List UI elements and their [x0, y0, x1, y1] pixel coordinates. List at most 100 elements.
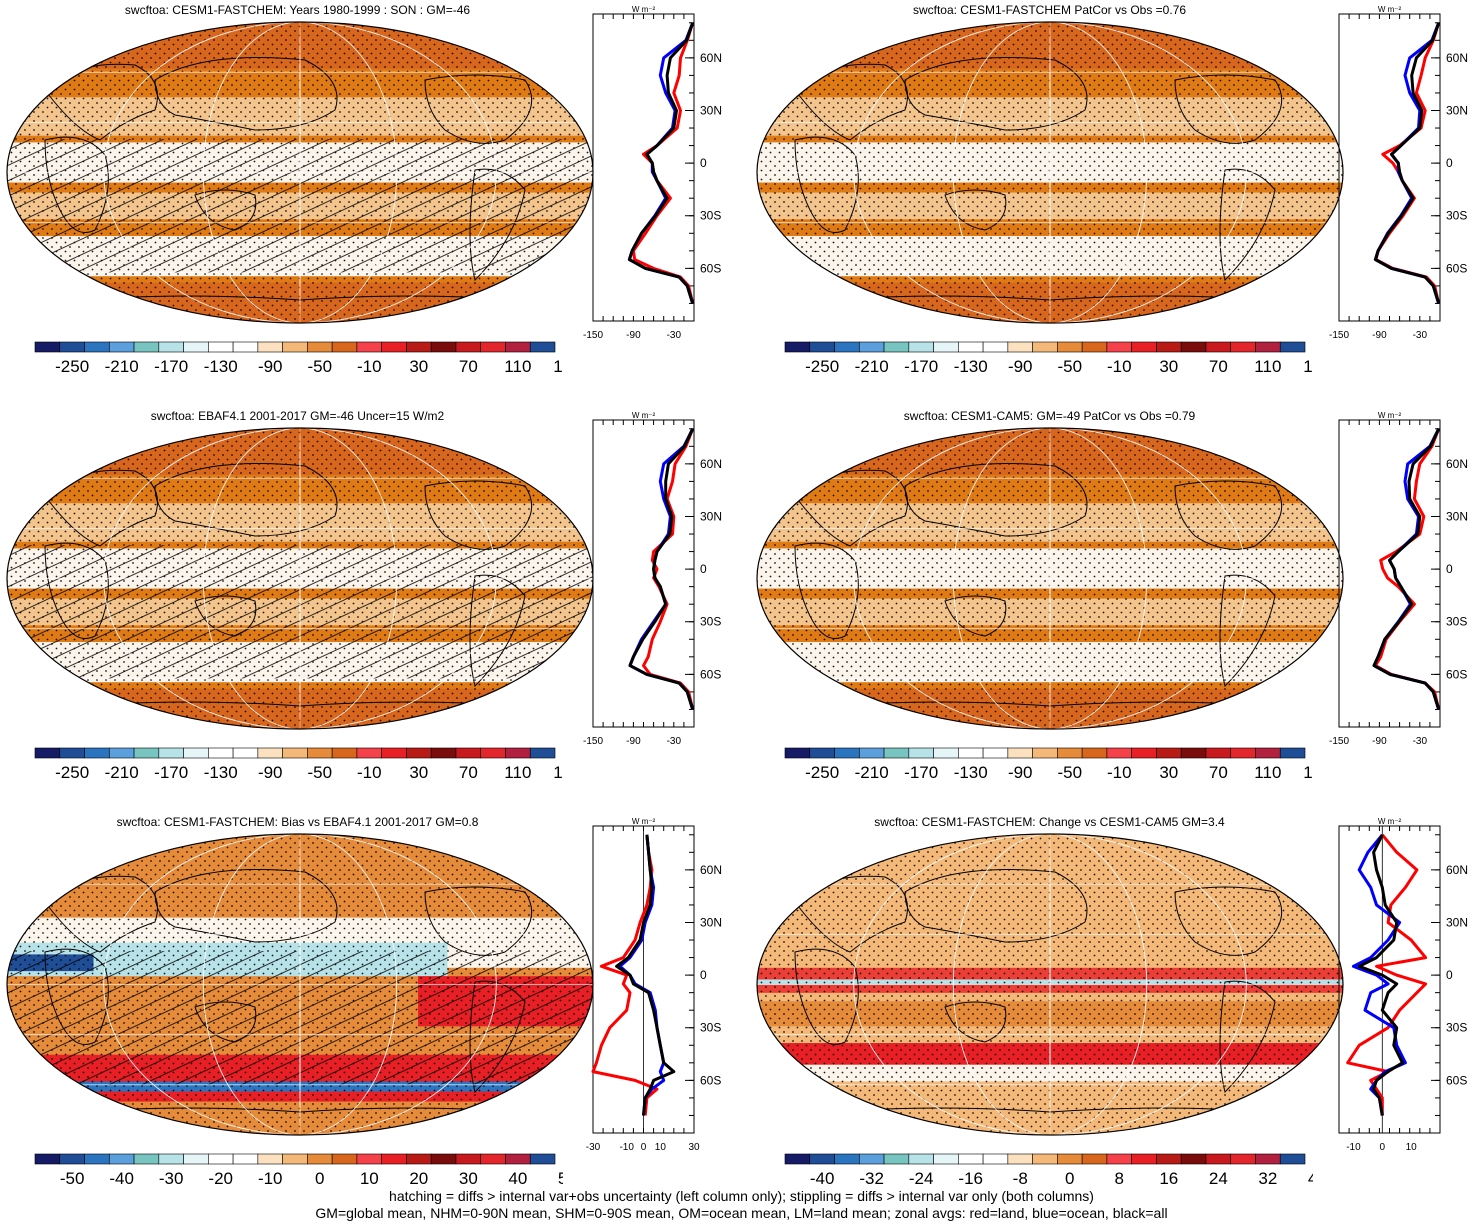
colorbar-label: 40 [1308, 1169, 1313, 1188]
colorbar-swatch [1205, 747, 1232, 759]
colorbar-swatch [809, 341, 835, 353]
zonal-lat-label: 30S [700, 1021, 721, 1035]
panel-5-map [6, 833, 594, 1136]
colorbar-label: 10 [360, 1169, 379, 1188]
panel-3: swcftoa: EBAF4.1 2001-2017 GM=-46 Uncer=… [0, 406, 740, 796]
panel-3-title: swcftoa: EBAF4.1 2001-2017 GM=-46 Uncer=… [150, 409, 445, 423]
panel-6-zonal-plot: W m⁻² -10 0 10 60N 30N 0 30S 60S [1338, 817, 1468, 1153]
panel-2: swcftoa: CESM1-FASTCHEM PatCor vs Obs =0… [742, 0, 1483, 390]
colorbar-swatch [1279, 747, 1306, 759]
panel-3-zonal-plot: W m⁻² -150 -90 -30 60N 30N 0 30S 60S [583, 411, 722, 747]
colorbar-swatch [505, 1153, 531, 1165]
colorbar-swatch [307, 747, 333, 759]
colorbar-swatch [84, 1153, 110, 1165]
zonal-lat-label: 0 [700, 968, 707, 982]
panel-1-zonal-plot: W m⁻² -150 -90 -30 60N 30N 0 30S 60S [583, 5, 722, 341]
colorbar-swatch [84, 747, 110, 759]
colorbar-swatch [982, 1153, 1009, 1165]
colorbar-swatch [455, 1153, 482, 1165]
colorbar-swatch [1205, 1153, 1232, 1165]
panel-4-map [756, 427, 1344, 730]
colorbar-swatch [257, 1153, 283, 1165]
colorbar-label: 16 [1159, 1169, 1178, 1188]
zonal-lat-label: 0 [1446, 156, 1453, 170]
colorbar-swatch [84, 341, 110, 353]
zonal-lat-label: 30N [700, 915, 722, 929]
colorbar-label: 8 [1115, 1169, 1124, 1188]
colorbar-swatch [1032, 747, 1058, 759]
colorbar-label: -10 [357, 357, 382, 376]
colorbar-swatch [1230, 1153, 1256, 1165]
colorbar-swatch [381, 747, 407, 759]
colorbar-label: -250 [805, 357, 839, 376]
colorbar-swatch [108, 341, 135, 353]
zonal-series-all [1357, 834, 1404, 1116]
colorbar-swatch [133, 1153, 160, 1165]
colorbar-swatch [1279, 341, 1306, 353]
zonal-unit-label: W m⁻² [632, 817, 656, 826]
zonal-frame [1338, 419, 1441, 728]
colorbar-swatch [59, 341, 85, 353]
colorbar-swatch [1007, 1153, 1033, 1165]
colorbar-label: -250 [55, 763, 89, 782]
colorbar-swatch [1106, 1153, 1132, 1165]
colorbar-swatch [1081, 341, 1108, 353]
zonal-lat-label: 30S [1446, 615, 1467, 629]
colorbar-swatch [1230, 747, 1256, 759]
colorbar-label: -130 [204, 357, 238, 376]
zonal-x-tick-label: 0 [641, 1142, 647, 1153]
zonal-lat-label: 60S [700, 1073, 721, 1087]
colorbar-label: 110 [504, 357, 531, 376]
colorbar-label: 0 [1065, 1169, 1074, 1188]
colorbar-swatch [356, 1153, 382, 1165]
colorbar-swatch [834, 747, 860, 759]
colorbar-swatch [908, 341, 934, 353]
colorbar-swatch [1180, 341, 1207, 353]
zonal-lat-label: 60N [1446, 863, 1468, 877]
colorbar-swatch [1279, 1153, 1306, 1165]
panel-5: swcftoa: CESM1-FASTCHEM: Bias vs EBAF4.1… [0, 812, 740, 1192]
colorbar-swatch [158, 1153, 184, 1165]
colorbar-swatch [1156, 341, 1182, 353]
colorbar-label: -10 [1107, 357, 1132, 376]
colorbar-label: 110 [504, 763, 531, 782]
colorbar-swatch [232, 341, 259, 353]
zonal-x-tick-label: -90 [626, 736, 641, 747]
zonal-series-all [615, 834, 676, 1116]
colorbar-swatch [208, 1153, 234, 1165]
colorbar-swatch [1032, 1153, 1058, 1165]
colorbar-swatch [1180, 747, 1207, 759]
panel-5-title: swcftoa: CESM1-FASTCHEM: Bias vs EBAF4.1… [116, 815, 479, 829]
colorbar-swatch [982, 341, 1009, 353]
zonal-series-all [1373, 22, 1441, 304]
colorbar-swatch [883, 1153, 910, 1165]
zonal-x-tick-label: -30 [667, 330, 682, 341]
colorbar-swatch [208, 747, 234, 759]
colorbar-swatch [381, 341, 407, 353]
panel-2-title: swcftoa: CESM1-FASTCHEM PatCor vs Obs =0… [912, 3, 1187, 17]
colorbar-label: 70 [459, 357, 478, 376]
colorbar-swatch [406, 1153, 432, 1165]
colorbar-label: -130 [954, 357, 988, 376]
colorbar-swatch [430, 341, 457, 353]
colorbar-swatch [1057, 1153, 1083, 1165]
colorbar-label: 24 [1209, 1169, 1228, 1188]
colorbar-swatch [809, 1153, 835, 1165]
zonal-x-tick-label: -30 [667, 736, 682, 747]
colorbar-swatch [257, 341, 283, 353]
zonal-unit-label: W m⁻² [1378, 5, 1402, 14]
colorbar-label: -30 [159, 1169, 184, 1188]
colorbar-swatch [982, 747, 1009, 759]
colorbar-swatch [1081, 747, 1108, 759]
colorbar-swatch [1131, 341, 1157, 353]
zonal-lat-label: 30N [700, 103, 722, 117]
colorbar-swatch [834, 341, 860, 353]
colorbar-label: 30 [409, 357, 428, 376]
colorbar-label: -170 [904, 763, 938, 782]
colorbar-swatch [858, 747, 885, 759]
zonal-lat-label: 0 [700, 562, 707, 576]
zonal-x-tick-label: -150 [1329, 330, 1349, 341]
colorbar-label: -50 [307, 357, 332, 376]
colorbar-swatch [933, 1153, 959, 1165]
colorbar-swatch [1255, 747, 1281, 759]
